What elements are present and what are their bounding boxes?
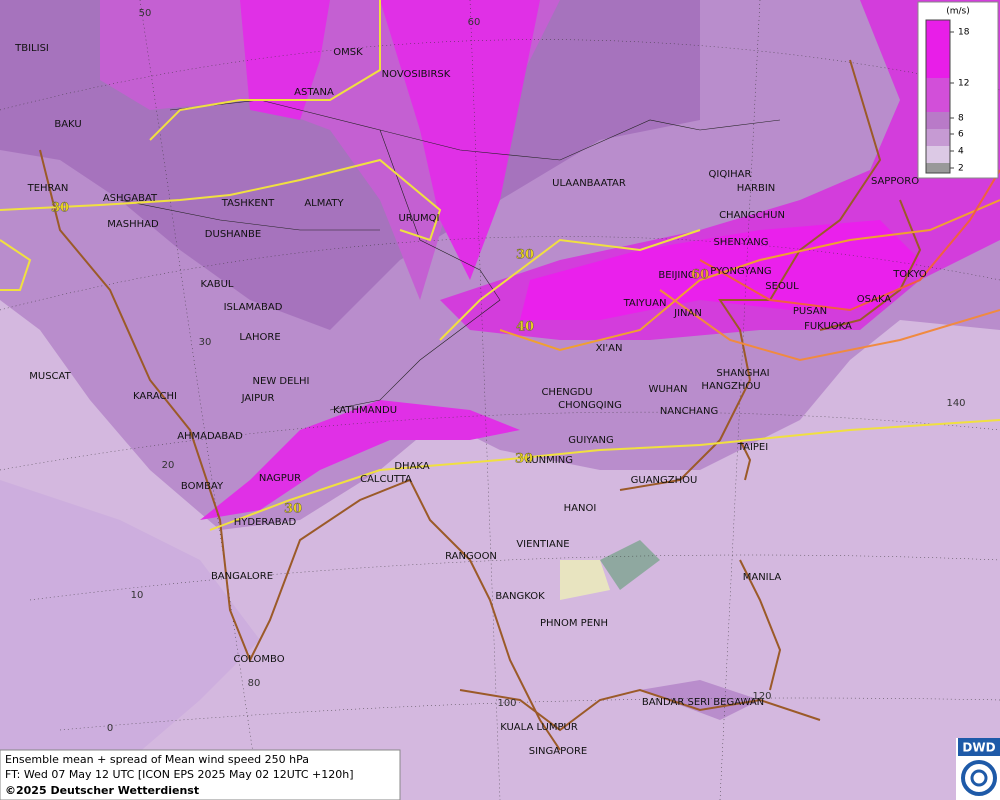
legend-tick-label: 2 xyxy=(958,164,964,174)
city-label: XI'AN xyxy=(596,343,623,354)
contour-label: 40 xyxy=(516,320,534,335)
legend-unit: (m/s) xyxy=(946,7,970,17)
city-label: KUNMING xyxy=(525,455,573,466)
city-label: KUALA LUMPUR xyxy=(500,722,578,733)
city-label: AHMADABAD xyxy=(177,431,243,442)
graticule-label: 50 xyxy=(139,8,152,19)
city-label: PUSAN xyxy=(793,306,827,317)
logo-text: DWD xyxy=(962,741,995,755)
graticule-label: 100 xyxy=(497,698,516,709)
contour-label: 30 xyxy=(515,452,533,467)
city-label: KARACHI xyxy=(133,391,177,402)
graticule-label: 140 xyxy=(946,398,965,409)
city-label: ALMATY xyxy=(304,198,344,209)
legend-tick-label: 18 xyxy=(958,28,970,38)
city-label: NAGPUR xyxy=(259,473,301,484)
city-label: VIENTIANE xyxy=(516,539,569,550)
city-label: OMSK xyxy=(333,47,363,58)
city-label: CALCUTTA xyxy=(360,474,412,485)
footer-forecast: FT: Wed 07 May 12 UTC [ICON EPS 2025 May… xyxy=(5,768,354,781)
legend-tick-label: 8 xyxy=(958,114,964,124)
city-label: BAKU xyxy=(54,119,81,130)
city-label: NOVOSIBIRSK xyxy=(382,69,451,80)
graticule-label: 20 xyxy=(162,460,175,471)
graticule-label: 0 xyxy=(107,723,113,734)
legend: (m/s) 18 12 8 6 4 2 xyxy=(917,1,999,179)
city-label: JAIPUR xyxy=(241,393,275,404)
city-label: JINAN xyxy=(673,308,702,319)
city-label: WUHAN xyxy=(648,384,687,395)
contour-label: 30 xyxy=(51,201,69,216)
wind-fields xyxy=(0,0,1000,720)
labels: TBILISI BAKU TEHRAN ASHGABAT MASHHAD OMSK NOVO… xyxy=(14,8,997,757)
city-label: TAIPEI xyxy=(737,442,768,453)
city-label: ISLAMABAD xyxy=(224,302,283,313)
contour-label: 60 xyxy=(691,268,709,283)
city-label: DHAKA xyxy=(394,461,429,472)
city-label: TOKYO xyxy=(892,269,927,280)
graticule-label: 80 xyxy=(248,678,261,689)
city-label: URUMQI xyxy=(398,213,439,224)
city-label: MANILA xyxy=(743,572,782,583)
city-label: FUKUOKA xyxy=(804,321,852,332)
city-label: KABUL xyxy=(201,279,234,290)
city-label: HANGZHOU xyxy=(701,381,760,392)
legend-tick-label: 12 xyxy=(958,79,969,89)
city-label: QIQIHAR xyxy=(709,169,752,180)
graticule-label: 60 xyxy=(468,17,481,28)
city-label: RANGOON xyxy=(445,551,497,562)
city-label: TEHRAN xyxy=(27,183,69,194)
city-label: SEOUL xyxy=(765,281,799,292)
city-label: COLOMBO xyxy=(233,654,284,665)
city-label: TAIYUAN xyxy=(623,298,667,309)
city-label: PHNOM PENH xyxy=(540,618,608,629)
graticule-label: 30 xyxy=(199,337,212,348)
graticule-label: 120 xyxy=(752,691,771,702)
city-label: ASHGABAT xyxy=(103,193,158,204)
legend-tick-label: 4 xyxy=(958,147,964,157)
city-label: MASHHAD xyxy=(107,219,159,230)
city-label: BANGALORE xyxy=(211,571,273,582)
logo: DWD xyxy=(956,738,1000,800)
city-label: DUSHANBE xyxy=(205,229,261,240)
city-label: GUIYANG xyxy=(568,435,613,446)
city-label: ASTANA xyxy=(294,87,334,98)
city-label: CHANGCHUN xyxy=(719,210,785,221)
city-label: HARBIN xyxy=(737,183,776,194)
city-label: BANDAR SERI BEGAWAN xyxy=(642,697,764,708)
contour-label: 30 xyxy=(516,248,534,263)
city-label: TASHKENT xyxy=(221,198,275,209)
city-label: SHENYANG xyxy=(713,237,768,248)
footer-copyright: ©2025 Deutscher Wetterdienst xyxy=(5,784,199,797)
borders xyxy=(119,99,781,411)
city-label: BEIJING xyxy=(658,270,695,281)
city-label: SHANGHAI xyxy=(716,368,769,379)
city-label: NEW DELHI xyxy=(253,376,310,387)
city-label: CHONGQING xyxy=(558,400,622,411)
city-label: PYONGYANG xyxy=(710,266,771,277)
city-label: OSAKA xyxy=(857,294,892,305)
contour-label: 30 xyxy=(284,502,302,517)
city-label: CHENGDU xyxy=(541,387,592,398)
city-label: GUANGZHOU xyxy=(631,475,698,486)
city-label: BOMBAY xyxy=(181,481,224,492)
city-label: ULAANBAATAR xyxy=(552,178,626,189)
city-label: MUSCAT xyxy=(29,371,71,382)
city-label: NANCHANG xyxy=(660,406,718,417)
city-label: HANOI xyxy=(564,503,597,514)
city-label: SINGAPORE xyxy=(529,746,588,757)
city-label: LAHORE xyxy=(239,332,280,343)
legend-tick-label: 6 xyxy=(958,130,964,140)
city-label: BANGKOK xyxy=(495,591,545,602)
city-label: KATHMANDU xyxy=(333,405,397,416)
city-label: SAPPORO xyxy=(871,176,919,187)
footer-title: Ensemble mean + spread of Mean wind spee… xyxy=(5,753,309,766)
city-label: HYDERABAD xyxy=(234,517,297,528)
coastlines xyxy=(39,59,922,751)
graticule-label: 10 xyxy=(131,590,144,601)
city-label: TBILISI xyxy=(14,43,49,54)
footer-box xyxy=(0,749,401,800)
contours xyxy=(0,0,1000,531)
